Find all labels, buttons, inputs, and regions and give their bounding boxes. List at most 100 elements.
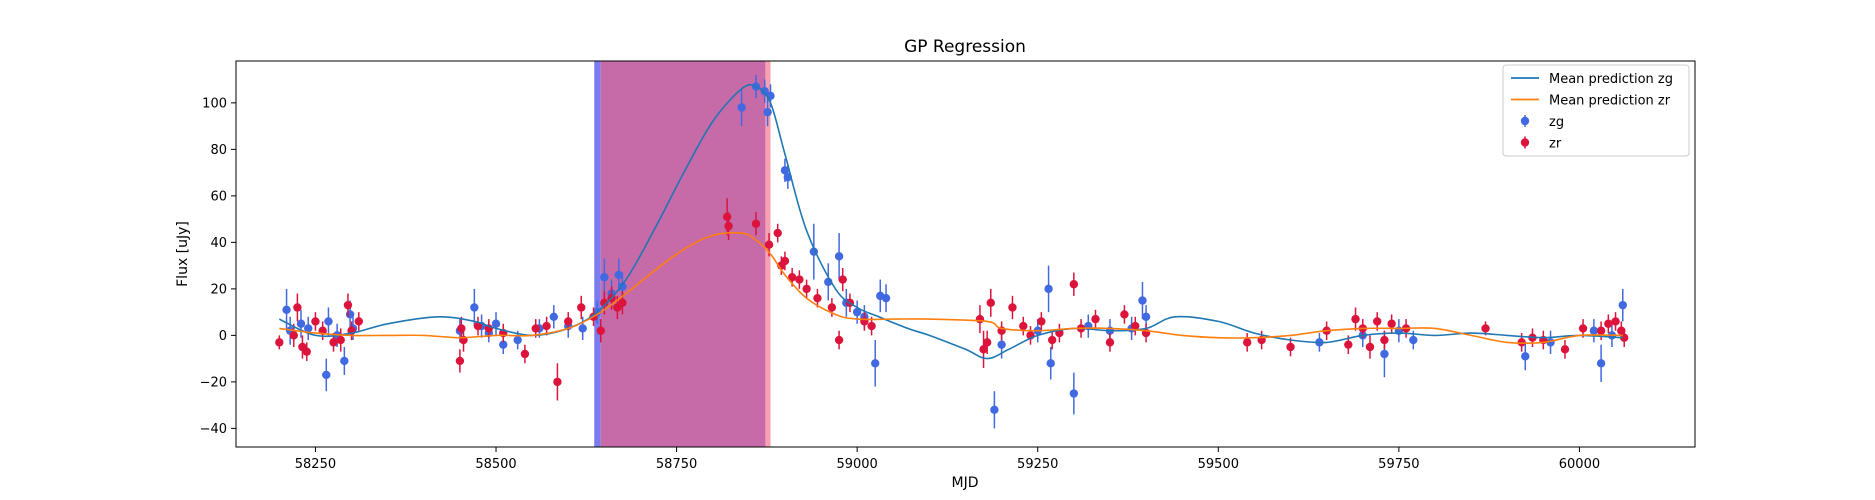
zr-point-55 bbox=[1037, 312, 1046, 331]
zr-point-31 bbox=[724, 212, 733, 241]
zr-marker bbox=[1008, 303, 1017, 312]
y-tick-label-1: −20 bbox=[200, 375, 227, 390]
zr-marker bbox=[867, 321, 876, 331]
zr-marker bbox=[289, 331, 298, 340]
zr-marker bbox=[773, 228, 782, 238]
x-tick-label-2: 58750 bbox=[656, 457, 697, 472]
zr-marker bbox=[542, 321, 551, 331]
zr-marker bbox=[1105, 338, 1115, 347]
zr-marker bbox=[764, 240, 774, 249]
zr-marker bbox=[1344, 340, 1353, 349]
zr-marker bbox=[311, 317, 320, 326]
zr-marker bbox=[354, 317, 363, 326]
legend-label-1: Mean prediction zr bbox=[1549, 94, 1671, 109]
plot-frame bbox=[235, 60, 1696, 448]
zr-point-34 bbox=[773, 223, 782, 243]
zr-point-0 bbox=[275, 335, 284, 350]
zr-point-49 bbox=[982, 330, 992, 354]
zr-point-15 bbox=[473, 316, 483, 336]
zr-marker bbox=[1286, 342, 1295, 352]
zr-marker bbox=[293, 303, 302, 312]
zr-point-43 bbox=[838, 267, 847, 292]
zg-point-3 bbox=[304, 316, 313, 341]
y-tick-label-4: 40 bbox=[210, 236, 227, 251]
zg-marker bbox=[322, 370, 331, 380]
zr-point-8 bbox=[336, 328, 345, 352]
zr-point-75 bbox=[1387, 314, 1396, 334]
zr-point-9 bbox=[343, 293, 353, 317]
zg-marker bbox=[760, 87, 769, 96]
zr-marker bbox=[457, 324, 466, 333]
zg-marker bbox=[340, 356, 349, 366]
zr-point-85 bbox=[1611, 312, 1620, 331]
zr-marker bbox=[1069, 280, 1079, 289]
zg-marker bbox=[852, 307, 862, 317]
zr-marker bbox=[975, 314, 985, 324]
zr-marker bbox=[860, 317, 869, 326]
legend-marker-3 bbox=[1520, 138, 1530, 147]
zr-point-56 bbox=[1047, 330, 1057, 350]
zr-point-36 bbox=[780, 251, 790, 271]
zr-marker bbox=[813, 293, 822, 303]
zg-marker bbox=[780, 166, 790, 175]
zg-point-28 bbox=[760, 79, 769, 103]
zr-marker bbox=[1617, 326, 1626, 335]
shaded-region-1 bbox=[600, 61, 766, 447]
zr-marker bbox=[1578, 324, 1588, 333]
legend-entries: Mean prediction zg Mean prediction zr zg zr bbox=[1511, 72, 1673, 152]
shaded-region-2 bbox=[765, 61, 771, 447]
zr-point-42 bbox=[834, 330, 844, 350]
zg-point-47 bbox=[1069, 372, 1079, 415]
zr-marker bbox=[1019, 321, 1028, 331]
zg-point-7 bbox=[340, 347, 349, 375]
zg-point-41 bbox=[881, 284, 891, 313]
y-tick-label-7: 100 bbox=[202, 96, 227, 111]
zr-marker bbox=[982, 338, 992, 347]
zg-point-20 bbox=[578, 316, 587, 341]
zr-marker bbox=[553, 377, 562, 387]
legend-box bbox=[1502, 64, 1690, 157]
zr-marker bbox=[1517, 338, 1526, 347]
zr-point-5 bbox=[311, 312, 320, 331]
x-tick-label-1: 58500 bbox=[475, 457, 516, 472]
zg-point-46 bbox=[1046, 347, 1055, 380]
zg-marker bbox=[1046, 359, 1055, 368]
zr-point-1 bbox=[289, 323, 298, 348]
zg-point-5 bbox=[324, 307, 333, 336]
zr-marker bbox=[1047, 335, 1057, 345]
zg-point-39 bbox=[871, 340, 880, 387]
zr-point-38 bbox=[795, 270, 804, 289]
zg-marker bbox=[1138, 296, 1147, 305]
mean-line-1 bbox=[279, 231, 1623, 345]
zg-point-63 bbox=[1618, 288, 1627, 322]
zr-point-65 bbox=[1242, 333, 1252, 352]
zr-marker bbox=[1351, 314, 1360, 324]
zg-marker bbox=[600, 273, 609, 282]
zr-marker bbox=[1131, 321, 1140, 331]
zr-marker bbox=[600, 298, 609, 308]
shaded-regions bbox=[594, 61, 771, 447]
zg-marker bbox=[513, 335, 522, 345]
zr-marker bbox=[473, 321, 483, 331]
zr-point-25 bbox=[596, 319, 605, 343]
y-tick-label-3: 20 bbox=[210, 282, 227, 297]
zr-marker bbox=[780, 256, 790, 266]
zg-marker bbox=[881, 293, 891, 303]
zr-point-60 bbox=[1091, 309, 1100, 329]
zr-marker bbox=[1242, 338, 1252, 347]
y-tick-label-2: 0 bbox=[219, 329, 227, 344]
zr-point-29 bbox=[618, 291, 627, 315]
zr-point-63 bbox=[1131, 316, 1140, 336]
zr-point-20 bbox=[542, 316, 551, 336]
x-tick-label-5: 59500 bbox=[1198, 457, 1239, 472]
zr-marker bbox=[722, 212, 732, 221]
zg-point-51 bbox=[1138, 281, 1147, 320]
zr-point-81 bbox=[1560, 340, 1570, 359]
zg-point-4 bbox=[322, 358, 331, 392]
zg-marker bbox=[737, 103, 746, 112]
zr-point-70 bbox=[1351, 307, 1360, 331]
x-tick-label-6: 59750 bbox=[1378, 457, 1419, 472]
zr-point-39 bbox=[802, 279, 811, 299]
zr-point-62 bbox=[1120, 305, 1129, 324]
